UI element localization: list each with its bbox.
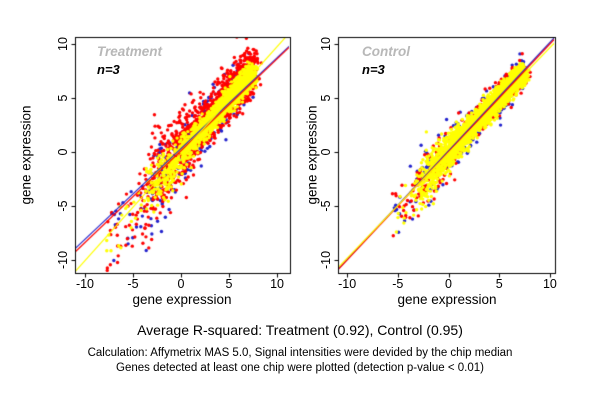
x-tick-label: 5 [495,277,503,291]
x-axis-title-control: gene expression [397,292,497,307]
footnote-line-2: Genes detected at least one chip were pl… [116,362,484,374]
x-tick-label: 0 [177,277,185,291]
caption-r-squared: Average R-squared: Treatment (0.92), Con… [137,322,463,338]
y-tick-label: -10 [56,250,70,270]
footnote-line-1: Calculation: Affymetrix MAS 5.0, Signal … [87,347,513,359]
y-tick-label: -5 [56,200,70,212]
y-tick-label: 10 [56,37,70,51]
x-tick-label: -5 [392,277,404,291]
y-tick-label: 10 [319,37,333,51]
y-axis-title-treatment: gene expression [18,105,34,205]
x-tick-label: -10 [338,277,357,291]
y-tick-label: 0 [56,148,70,156]
panel-n-label-treatment: n=3 [97,62,120,77]
x-tick-label: -10 [75,277,95,291]
y-tick-label: 5 [56,94,70,102]
panel-title-treatment: Treatment [97,44,163,59]
panel-title-control: Control [362,44,410,59]
y-axis-title-control: gene expression [304,105,320,205]
x-tick-label: 5 [225,277,233,291]
y-tick-label: -10 [319,250,333,270]
panel-n-label-control: n=3 [362,62,385,77]
y-tick-label: 5 [319,94,333,102]
x-axis-title-treatment: gene expression [132,292,232,307]
y-tick-label: -5 [319,200,333,212]
x-tick-label: 10 [270,277,284,291]
x-tick-label: 10 [542,277,557,291]
y-tick-label: 0 [319,148,333,156]
x-tick-label: -5 [127,277,139,291]
x-tick-label: 0 [445,277,452,291]
